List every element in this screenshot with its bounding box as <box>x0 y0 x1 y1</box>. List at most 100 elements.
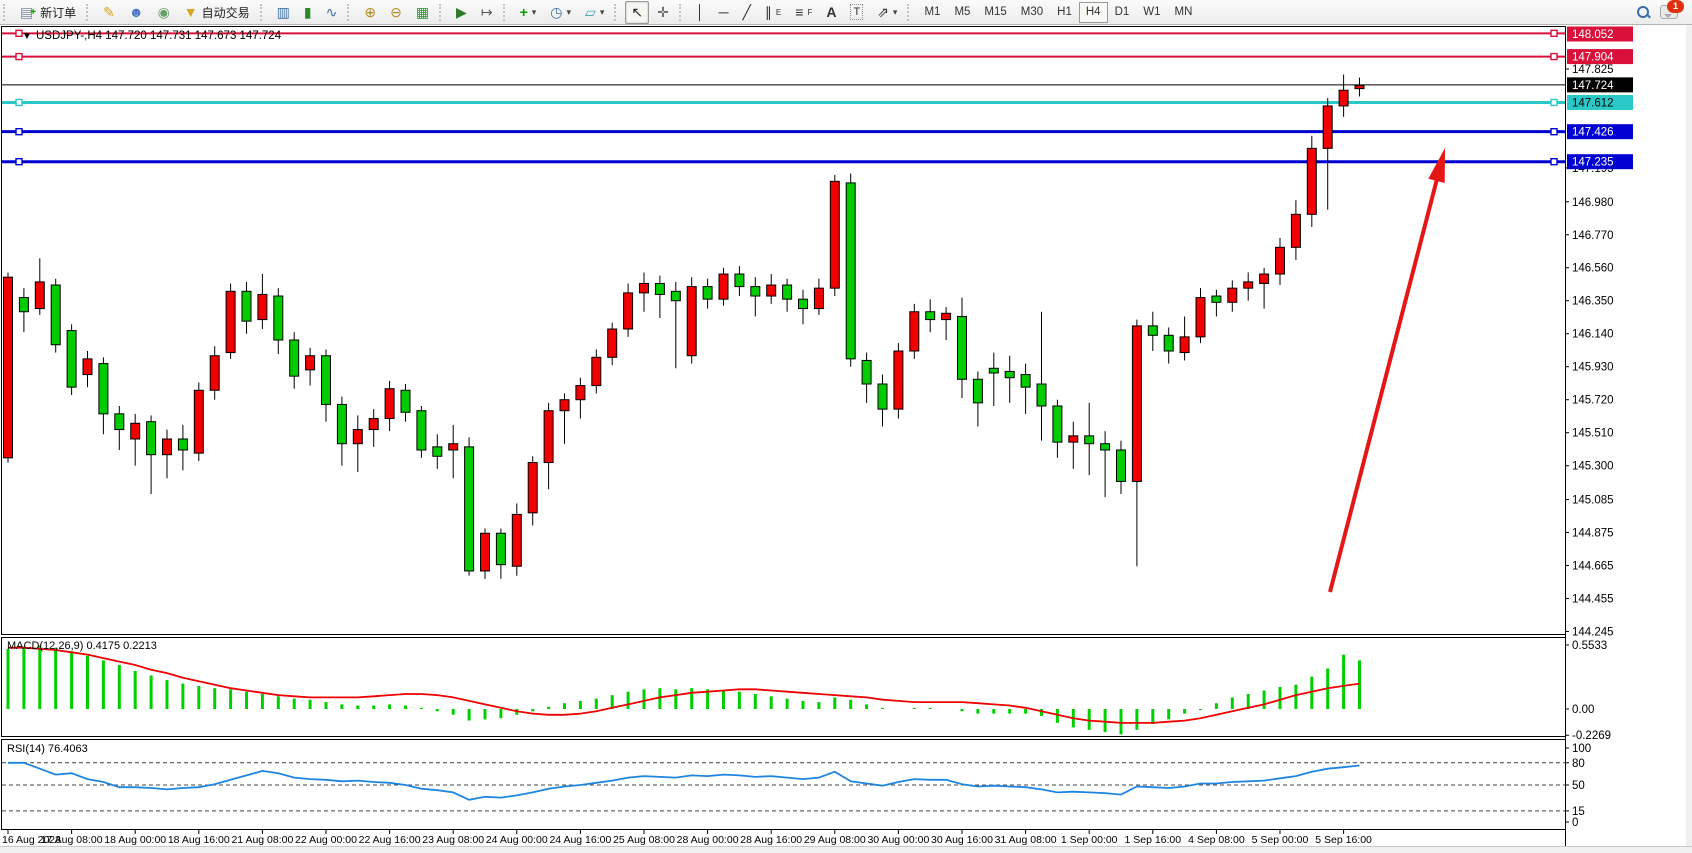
symbol-ohlc-label: USDJPY-,H4 147.720 147.731 147.673 147.7… <box>36 30 282 42</box>
hline-handle[interactable] <box>1550 52 1558 61</box>
price-tick-label: 146.560 <box>1572 263 1614 275</box>
time-tick-label: 1 Sep 00:00 <box>1061 834 1118 846</box>
zoom-in-icon: ⊕ <box>364 4 377 20</box>
candle-bull <box>623 292 634 330</box>
macd-tick-label: 0.00 <box>1572 704 1594 716</box>
time-tick-label: 21 Aug 08:00 <box>231 834 293 846</box>
zoom-out-button[interactable]: ⊖ <box>384 1 408 24</box>
horizontal-line-tool-button[interactable]: ─ <box>713 1 735 24</box>
candle-bear <box>750 286 761 297</box>
trendline-tool-button[interactable]: ╱ <box>736 1 756 24</box>
candle-bear <box>273 295 284 341</box>
community-button[interactable]: ☻ <box>123 1 150 24</box>
timeframe-button-h4[interactable]: H4 <box>1078 1 1108 23</box>
dropdown-arrow-icon: ▾ <box>599 6 605 17</box>
line-chart-button[interactable]: ∿ <box>320 1 344 24</box>
candle-bull <box>225 290 236 354</box>
annotation-arrow[interactable] <box>1328 148 1445 593</box>
time-tick-label: 5 Sep 00:00 <box>1252 834 1309 846</box>
timeframe-button-d1[interactable]: D1 <box>1114 6 1130 18</box>
new-order-button[interactable]: ▤ + 新订单 <box>14 1 82 24</box>
macd-tick-label: 0.5533 <box>1572 640 1607 652</box>
cursor-tool-button[interactable]: ↖ <box>625 0 650 24</box>
tile-windows-button[interactable]: ▦ <box>410 1 435 24</box>
time-tick-label: 5 Sep 16:00 <box>1315 834 1372 846</box>
periods-button[interactable]: ◷ ▾ <box>544 1 577 24</box>
hline-handle[interactable] <box>15 52 23 61</box>
timeframe-button-m15[interactable]: M15 <box>984 6 1007 18</box>
search-icon[interactable] <box>1637 5 1651 19</box>
macd-panel: MACD(12,26,9) 0.4175 0.2213 <box>6 640 1361 735</box>
timeframe-button-m30[interactable]: M30 <box>1020 6 1044 18</box>
vertical-line-icon: │ <box>695 4 705 20</box>
price-axis[interactable]: 147.825147.195146.980146.770146.560146.3… <box>1565 26 1633 830</box>
hline-handle[interactable] <box>1550 29 1558 38</box>
person-icon: ☻ <box>128 4 144 20</box>
chat-icon[interactable]: 1 <box>1660 0 1684 19</box>
price-badge-label: 147.426 <box>1572 127 1614 139</box>
autotrading-button[interactable]: ▼ 自动交易 <box>178 1 256 24</box>
text-tool-button[interactable]: A <box>820 1 842 24</box>
hline-handle[interactable] <box>1550 157 1558 166</box>
funnel-icon: ▼ <box>183 4 198 20</box>
templates-button[interactable]: ▱ ▾ <box>579 1 610 24</box>
candle-bull <box>384 388 395 420</box>
timeframe-button-m1[interactable]: M1 <box>924 6 941 18</box>
candle-bear <box>877 383 888 410</box>
fibonacci-tool-button[interactable]: ≡ F <box>789 1 818 24</box>
timeframe-button-m5[interactable]: M5 <box>954 6 971 18</box>
auto-scroll-button[interactable]: ▶ <box>450 1 473 24</box>
price-badge-label: 148.052 <box>1572 29 1614 41</box>
time-tick-label: 28 Aug 00:00 <box>677 834 739 846</box>
crosshair-tool-button[interactable]: ✛ <box>651 1 675 24</box>
toolbar-grip <box>678 3 686 21</box>
timeframe-button-h1[interactable]: H1 <box>1057 6 1072 18</box>
notification-badge: 1 <box>1667 0 1684 13</box>
hline-handle[interactable] <box>1550 127 1558 136</box>
arrows-tool-button[interactable]: ⇗ ▾ <box>871 1 903 24</box>
timeframe-button-mn[interactable]: MN <box>1174 6 1193 18</box>
price-tick-label: 145.510 <box>1572 428 1614 440</box>
macd-tick-label: -0.2269 <box>1572 730 1611 742</box>
candlestick-chart-button[interactable]: ▮ <box>298 1 318 24</box>
candle-bull <box>1354 84 1365 90</box>
text-label-tool-button[interactable]: T <box>844 1 869 24</box>
template-icon: ▱ <box>585 4 596 20</box>
signals-button[interactable]: ◉ <box>152 1 176 24</box>
rsi-tick-label: 0 <box>1572 817 1578 829</box>
hline-handle[interactable] <box>15 157 23 166</box>
bar-chart-button[interactable]: ▥ <box>271 1 296 24</box>
indicators-button[interactable]: + ▾ <box>514 1 543 24</box>
zoom-in-button[interactable]: ⊕ <box>358 1 382 24</box>
chart-shift-button[interactable]: ↦ <box>475 1 499 24</box>
hline-handle[interactable] <box>15 127 23 136</box>
timeframe-bar: M1 M5 M15 M30 H1 H4 D1 W1 MN <box>917 1 1199 23</box>
toolbar-grip <box>502 3 510 21</box>
horizontal-lines[interactable] <box>2 29 1565 166</box>
text-label-icon: T <box>850 4 864 20</box>
time-tick-label: 25 Aug 08:00 <box>613 834 675 846</box>
candle-bull <box>1068 435 1079 443</box>
line-chart-icon: ∿ <box>325 4 338 20</box>
time-tick-label: 24 Aug 00:00 <box>486 834 548 846</box>
timeframe-button-w1[interactable]: W1 <box>1143 6 1161 18</box>
metaeditor-button[interactable]: ✎ <box>97 1 121 24</box>
time-tick-label: 31 Aug 08:00 <box>995 834 1057 846</box>
horizontal-line-icon: ─ <box>718 4 729 20</box>
candle-bull <box>448 443 459 451</box>
candle-bull <box>34 281 45 310</box>
new-order-label: 新订单 <box>40 5 77 20</box>
hline-handle[interactable] <box>1550 98 1558 107</box>
candle-bull <box>766 284 777 297</box>
arrows-icon: ⇗ <box>877 4 889 20</box>
candle-bull <box>209 355 220 391</box>
candle-bull <box>591 356 602 387</box>
vertical-line-tool-button[interactable]: │ <box>690 1 711 24</box>
dropdown-arrow-icon: ▾ <box>566 6 572 17</box>
price-badge-label: 147.904 <box>1572 52 1614 64</box>
channel-tool-button[interactable]: ∥ E <box>759 1 787 24</box>
hline-handle[interactable] <box>15 98 23 107</box>
hline-handle[interactable] <box>15 29 23 38</box>
